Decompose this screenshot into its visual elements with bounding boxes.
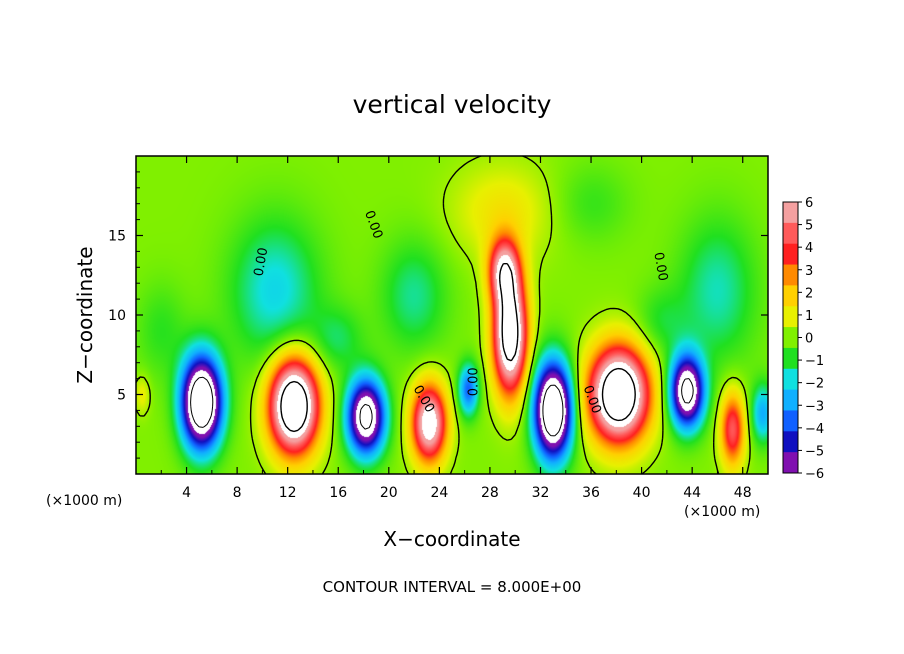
y-tick-label: 15 bbox=[108, 229, 126, 245]
colorbar-swatch bbox=[783, 285, 798, 307]
x-tick-label: 36 bbox=[582, 485, 600, 501]
plot-area: 0.000.000.000.000.000.00 bbox=[135, 155, 769, 475]
y-axis: 5 10 15 bbox=[108, 171, 768, 459]
y-tick-label: 10 bbox=[108, 308, 126, 324]
y-axis-label: Z−coordinate bbox=[73, 246, 97, 383]
x-tick-label: 24 bbox=[430, 485, 448, 501]
colorbar-swatch bbox=[783, 222, 798, 245]
chart-title: vertical velocity bbox=[353, 90, 552, 119]
colorbar-label: −2 bbox=[805, 377, 824, 392]
x-axis-label: X−coordinate bbox=[383, 527, 520, 551]
colorbar-swatch bbox=[783, 389, 798, 411]
colorbar-swatch bbox=[783, 452, 798, 474]
colorbar-swatch bbox=[783, 410, 798, 432]
colorbar-swatch bbox=[783, 368, 798, 391]
contour-interval-note: CONTOUR INTERVAL = 8.000E+00 bbox=[323, 578, 582, 596]
contour-negative bbox=[190, 376, 694, 437]
x-tick-label: 44 bbox=[683, 485, 701, 501]
x-unit-label-right: (×1000 m) bbox=[684, 504, 760, 520]
colorbar-label: −3 bbox=[805, 399, 824, 414]
colorbar-label: −1 bbox=[805, 354, 824, 369]
colorbar-label: 6 bbox=[805, 196, 813, 211]
colorbar-label: 4 bbox=[805, 241, 813, 256]
colorbar-label: 1 bbox=[805, 309, 813, 324]
colorbar-label: −4 bbox=[805, 422, 824, 437]
contour-label: 0.00 bbox=[466, 367, 481, 396]
x-axis: 4 8 12 16 20 24 28 32 36 40 44 48 bbox=[160, 156, 752, 501]
y-tick-label: 5 bbox=[117, 388, 126, 404]
colorbar: 6 5 4 3 2 1 0 −1 −2 −3 −4 −5 −6 bbox=[782, 196, 824, 482]
x-tick-label: 4 bbox=[182, 485, 191, 501]
contour-lines bbox=[135, 155, 751, 475]
colorbar-label: 0 bbox=[805, 332, 813, 347]
colorbar-swatch bbox=[783, 306, 798, 328]
colorbar-swatch bbox=[783, 202, 798, 224]
heatmap-field bbox=[136, 156, 768, 474]
colorbar-swatch bbox=[783, 347, 798, 370]
colorbar-swatch bbox=[783, 264, 798, 286]
colorbar-label: 3 bbox=[805, 264, 813, 279]
x-tick-label: 40 bbox=[633, 485, 651, 501]
colorbar-label: 5 bbox=[805, 219, 813, 234]
x-tick-label: 16 bbox=[329, 485, 347, 501]
x-tick-label: 8 bbox=[233, 485, 242, 501]
x-tick-label: 20 bbox=[380, 485, 398, 501]
x-tick-label: 28 bbox=[481, 485, 499, 501]
colorbar-label: −5 bbox=[805, 444, 824, 459]
colorbar-swatch bbox=[783, 243, 798, 266]
colorbar-label: −6 bbox=[805, 467, 824, 482]
x-tick-label: 32 bbox=[532, 485, 550, 501]
contour-zero bbox=[135, 155, 751, 475]
colorbar-swatch bbox=[783, 327, 798, 349]
x-tick-label: 12 bbox=[279, 485, 297, 501]
contour-positive bbox=[280, 263, 636, 433]
colorbar-label: 2 bbox=[805, 286, 813, 301]
colorbar-swatch bbox=[783, 431, 798, 453]
contour-label: 0.00 bbox=[650, 251, 670, 282]
x-tick-label: 48 bbox=[734, 485, 752, 501]
contour-label: 0.00 bbox=[252, 246, 272, 277]
x-unit-label-left: (×1000 m) bbox=[46, 493, 122, 509]
